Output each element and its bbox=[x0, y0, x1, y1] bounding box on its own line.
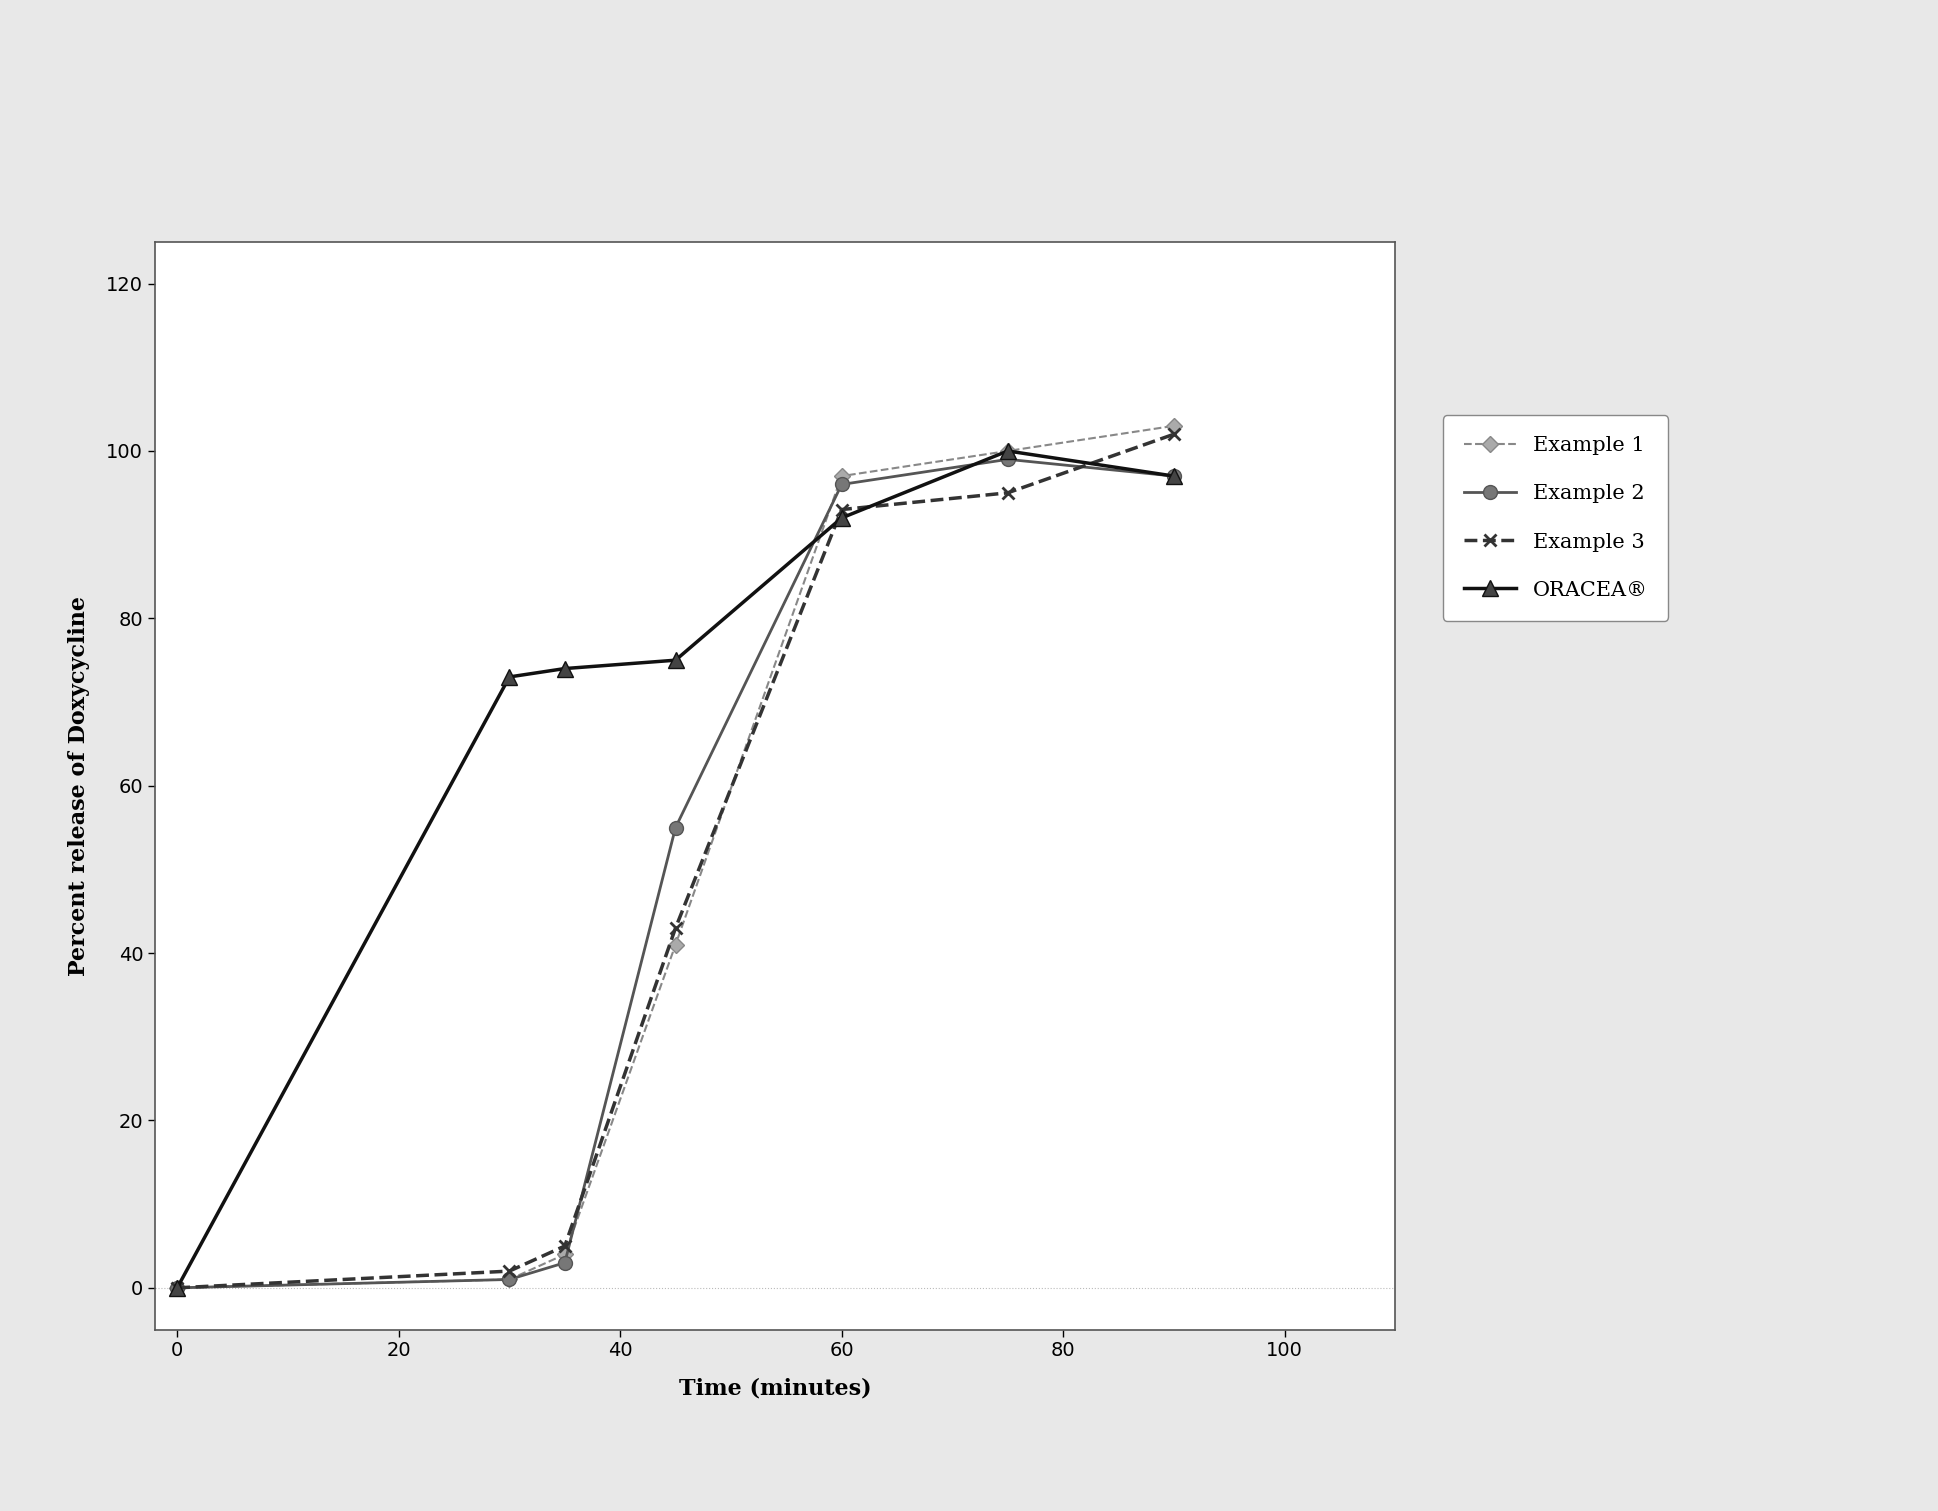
Example 2 bbox=[165, 1278, 188, 1296]
Line: ORACEA®: ORACEA® bbox=[169, 443, 1182, 1296]
Line: Example 1: Example 1 bbox=[172, 420, 1180, 1293]
Line: Example 3: Example 3 bbox=[171, 428, 1180, 1293]
Legend: Example 1, Example 2, Example 3, ORACEA®: Example 1, Example 2, Example 3, ORACEA® bbox=[1444, 416, 1669, 621]
Line: Example 2: Example 2 bbox=[171, 452, 1180, 1295]
Example 1 bbox=[552, 1245, 576, 1263]
ORACEA® bbox=[996, 441, 1019, 459]
X-axis label: Time (minutes): Time (minutes) bbox=[678, 1377, 872, 1399]
ORACEA® bbox=[829, 509, 853, 527]
Example 3 bbox=[665, 919, 688, 937]
ORACEA® bbox=[498, 668, 521, 686]
Example 2 bbox=[665, 819, 688, 837]
Y-axis label: Percent release of Doxycycline: Percent release of Doxycycline bbox=[68, 595, 89, 976]
Example 2 bbox=[552, 1254, 576, 1272]
Example 1 bbox=[996, 441, 1019, 459]
ORACEA® bbox=[1163, 467, 1186, 485]
Example 3 bbox=[996, 484, 1019, 502]
Example 1 bbox=[829, 467, 853, 485]
Example 3 bbox=[165, 1278, 188, 1296]
Example 3 bbox=[552, 1238, 576, 1256]
Example 3 bbox=[1163, 425, 1186, 443]
Example 3 bbox=[498, 1262, 521, 1280]
Example 2 bbox=[1163, 467, 1186, 485]
ORACEA® bbox=[552, 659, 576, 677]
Example 2 bbox=[829, 476, 853, 494]
Example 2 bbox=[996, 450, 1019, 468]
Example 1 bbox=[1163, 417, 1186, 435]
Example 1 bbox=[498, 1271, 521, 1289]
ORACEA® bbox=[665, 651, 688, 669]
ORACEA® bbox=[165, 1278, 188, 1296]
Example 3 bbox=[829, 500, 853, 518]
Example 2 bbox=[498, 1271, 521, 1289]
Example 1 bbox=[665, 935, 688, 953]
Example 1 bbox=[165, 1278, 188, 1296]
